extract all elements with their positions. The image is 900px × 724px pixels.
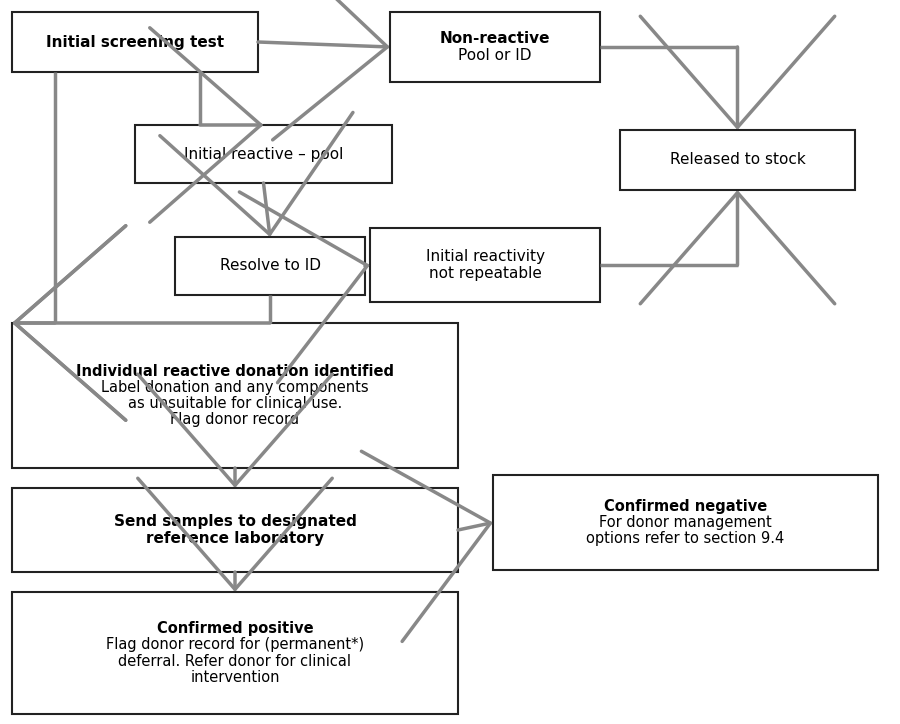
Text: Non-reactive: Non-reactive <box>440 31 550 46</box>
FancyBboxPatch shape <box>12 12 258 72</box>
Text: Flag donor record for (permanent*): Flag donor record for (permanent*) <box>106 637 364 652</box>
FancyBboxPatch shape <box>390 12 600 82</box>
Text: Individual reactive donation identified: Individual reactive donation identified <box>76 364 394 379</box>
Text: For donor management: For donor management <box>599 515 772 530</box>
Text: Resolve to ID: Resolve to ID <box>220 258 320 274</box>
Text: intervention: intervention <box>190 670 280 685</box>
FancyBboxPatch shape <box>175 237 365 295</box>
Text: not repeatable: not repeatable <box>428 266 542 281</box>
FancyBboxPatch shape <box>12 488 458 572</box>
FancyBboxPatch shape <box>370 228 600 302</box>
Text: Pool or ID: Pool or ID <box>458 48 532 63</box>
Text: Released to stock: Released to stock <box>670 153 806 167</box>
FancyBboxPatch shape <box>12 592 458 714</box>
Text: Flag donor record: Flag donor record <box>170 412 300 427</box>
FancyBboxPatch shape <box>135 125 392 183</box>
Text: as unsuitable for clinical use.: as unsuitable for clinical use. <box>128 396 342 411</box>
Text: Confirmed negative: Confirmed negative <box>604 499 767 514</box>
Text: reference laboratory: reference laboratory <box>146 531 324 546</box>
FancyBboxPatch shape <box>12 323 458 468</box>
FancyBboxPatch shape <box>620 130 855 190</box>
Text: Initial screening test: Initial screening test <box>46 35 224 49</box>
Text: Initial reactivity: Initial reactivity <box>426 249 544 264</box>
Text: Initial reactive – pool: Initial reactive – pool <box>184 146 343 161</box>
Text: options refer to section 9.4: options refer to section 9.4 <box>587 531 785 546</box>
Text: deferral. Refer donor for clinical: deferral. Refer donor for clinical <box>119 654 352 668</box>
Text: Confirmed positive: Confirmed positive <box>157 621 313 636</box>
Text: Label donation and any components: Label donation and any components <box>101 380 369 395</box>
FancyBboxPatch shape <box>493 475 878 570</box>
Text: Send samples to designated: Send samples to designated <box>113 514 356 529</box>
